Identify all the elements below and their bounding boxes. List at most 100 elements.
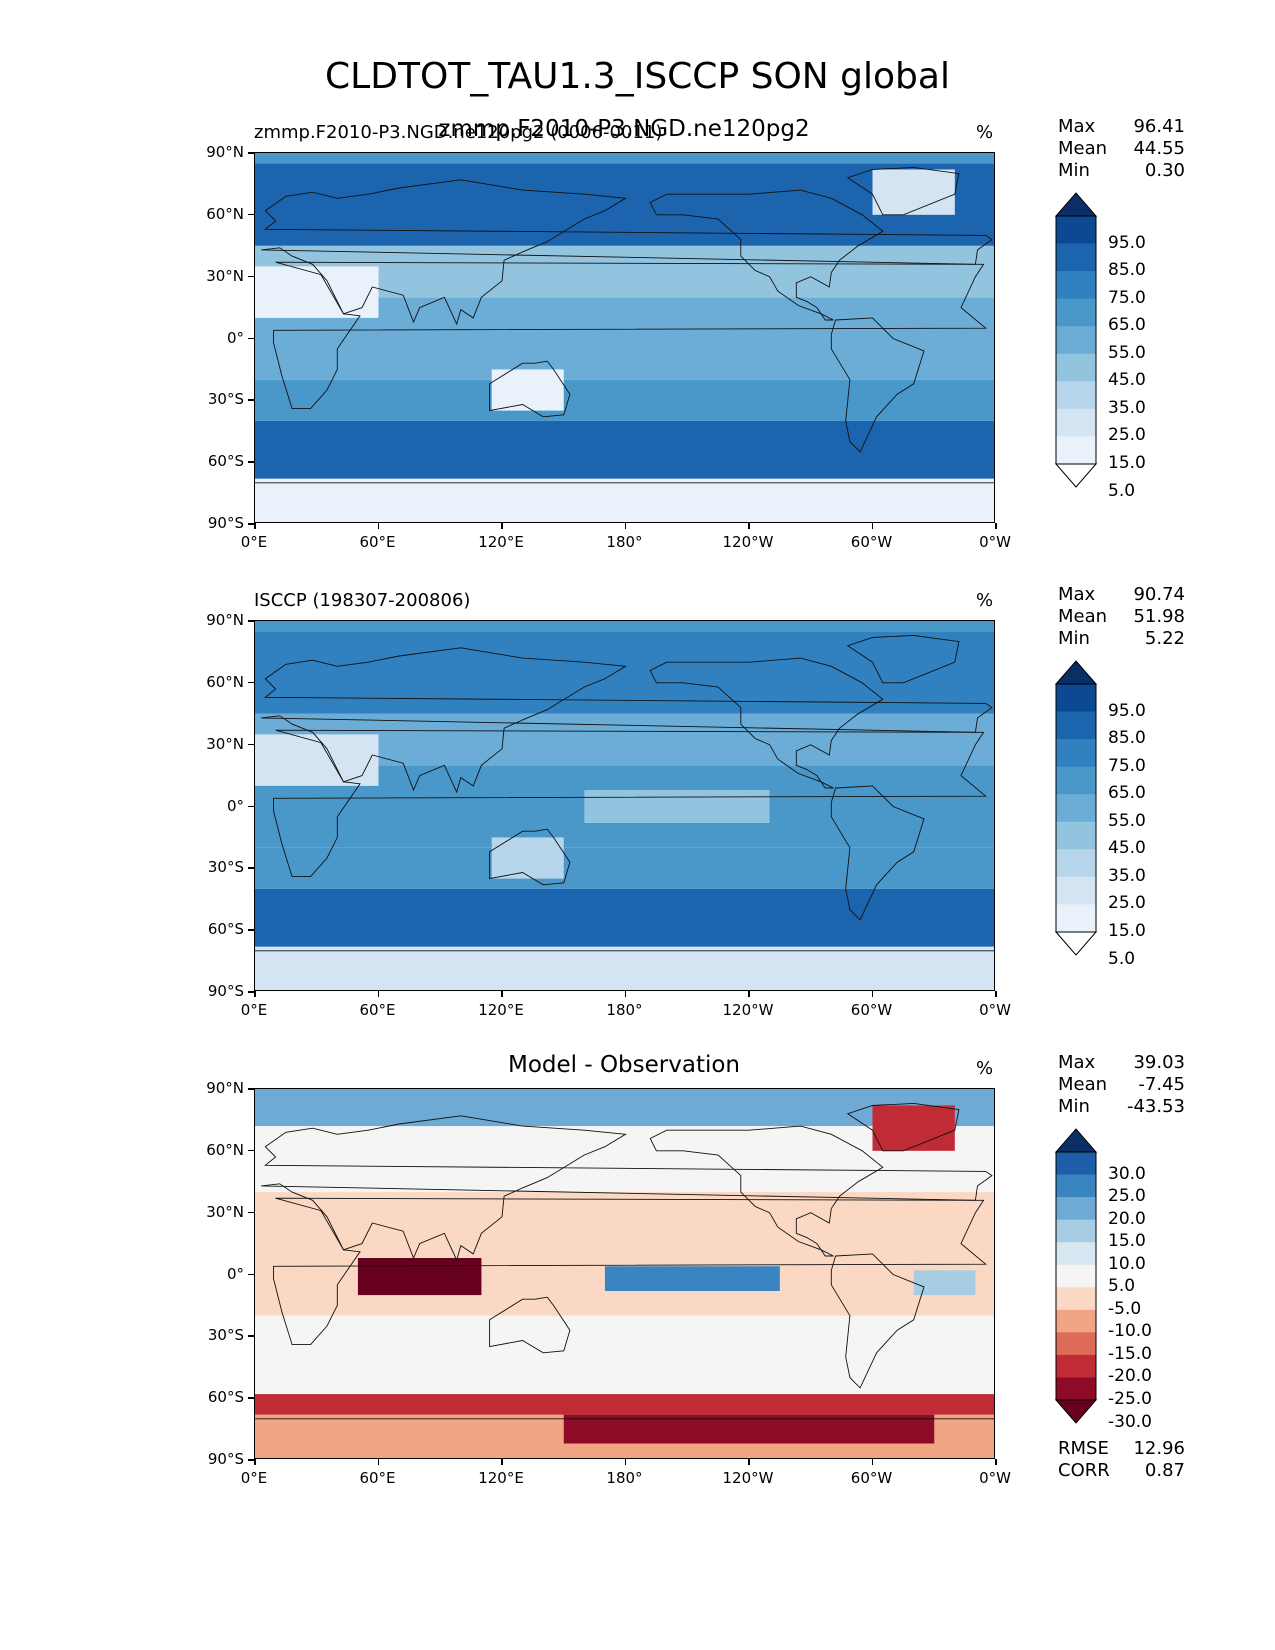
y-tick-label: 0° bbox=[226, 796, 244, 815]
colorbar-segment bbox=[1056, 1332, 1096, 1356]
y-tick-label: 60°S bbox=[207, 920, 244, 939]
units-label: % bbox=[976, 1058, 994, 1079]
coastline-5 bbox=[846, 634, 960, 684]
colorbar-tick-label: 35.0 bbox=[1108, 865, 1146, 886]
colorbar-segment bbox=[1056, 1152, 1096, 1176]
x-tick-mark bbox=[254, 1459, 256, 1465]
y-tick-mark bbox=[248, 337, 254, 339]
colorbar-tick-label: 75.0 bbox=[1108, 287, 1146, 308]
colorbar-tick-label: -30.0 bbox=[1108, 1411, 1152, 1432]
field-region-0 bbox=[255, 478, 994, 522]
colorbar-tick-label: 65.0 bbox=[1108, 783, 1146, 804]
colorbar-segment bbox=[1056, 1287, 1096, 1311]
field-region-2 bbox=[255, 1315, 994, 1395]
field-region-6 bbox=[357, 1258, 482, 1296]
y-tick-mark bbox=[248, 743, 254, 746]
x-tick-label: 0°W bbox=[979, 533, 1011, 551]
y-tick-mark bbox=[248, 1335, 254, 1337]
field-region-7 bbox=[604, 1266, 780, 1291]
coastline-2 bbox=[489, 1296, 571, 1354]
colorbar-tick-label: 85.0 bbox=[1108, 260, 1146, 281]
y-tick-label: 90°S bbox=[207, 1450, 244, 1468]
colorbar-segment bbox=[1056, 876, 1096, 905]
y-tick-label: 0° bbox=[226, 1264, 244, 1283]
x-tick-label: 0°W bbox=[979, 1001, 1011, 1019]
field-region-7 bbox=[255, 266, 379, 318]
field-region-6 bbox=[255, 621, 994, 632]
x-tick-mark bbox=[501, 523, 503, 529]
colorbar-segment bbox=[1056, 381, 1096, 410]
x-tick-label: 60°W bbox=[850, 533, 893, 551]
panel-model: zmmp.F2010-P3.NGD.ne120pg2 (0006-0011) z… bbox=[0, 100, 1275, 570]
colorbar-segment bbox=[1056, 1309, 1096, 1333]
colorbar-tick-label: 25.0 bbox=[1108, 893, 1146, 914]
y-tick-mark bbox=[248, 213, 254, 216]
coastline-2 bbox=[489, 360, 571, 418]
field-region-2 bbox=[255, 379, 994, 421]
y-tick-mark bbox=[248, 1149, 254, 1152]
y-tick-label: 60°N bbox=[206, 1140, 244, 1159]
panel-left-title: zmmp.F2010-P3.NGD.ne120pg2 (0006-0011) bbox=[254, 122, 663, 143]
x-tick-label: 60°E bbox=[359, 1001, 396, 1019]
colorbar-tick-label: 10.0 bbox=[1108, 1253, 1146, 1274]
stat-max-name: Max bbox=[1058, 584, 1096, 605]
colorbar-tick-label: -10.0 bbox=[1108, 1321, 1152, 1342]
coastline-4 bbox=[830, 317, 925, 453]
coastline-1 bbox=[261, 1115, 993, 1262]
colorbar-segment bbox=[1056, 821, 1096, 850]
colorbar-segment bbox=[1056, 1174, 1096, 1198]
stat-min-value: -43.53 bbox=[1126, 1096, 1185, 1117]
y-tick-mark bbox=[248, 620, 254, 622]
field-region-2 bbox=[255, 847, 994, 889]
x-tick-label: 120°E bbox=[478, 1469, 524, 1487]
stat-min-value: 5.22 bbox=[1144, 628, 1185, 649]
x-tick-label: 0°W bbox=[979, 1469, 1011, 1487]
y-tick-mark bbox=[248, 805, 254, 807]
panel-center-title: zmmp.F2010-P3.NGD.ne120pg2 bbox=[438, 116, 810, 142]
x-tick-label: 180° bbox=[606, 1001, 643, 1019]
x-tick-label: 180° bbox=[606, 1469, 643, 1487]
y-tick-label: 30°N bbox=[206, 1202, 244, 1221]
colorbar bbox=[1055, 660, 1098, 956]
x-tick-mark bbox=[377, 523, 379, 529]
colorbar-tick-label: 75.0 bbox=[1108, 755, 1146, 776]
colorbar-tick-label: 20.0 bbox=[1108, 1208, 1146, 1229]
y-tick-label: 30°S bbox=[207, 858, 244, 877]
y-tick-mark bbox=[248, 1273, 254, 1275]
stat-rmse-value: 12.96 bbox=[1133, 1438, 1185, 1459]
coastline-3 bbox=[649, 657, 884, 789]
y-tick-mark bbox=[248, 991, 254, 993]
colorbar-tick-label: 95.0 bbox=[1108, 700, 1146, 721]
field-region-9 bbox=[563, 1414, 935, 1444]
colorbar-tick-label: 15.0 bbox=[1108, 921, 1146, 941]
panel-difference: Model - Observation % 90°N 60°N 30°N 0° 30°S… bbox=[0, 1036, 1275, 1506]
colorbar-outline bbox=[1055, 215, 1097, 465]
y-tick-label: 90°N bbox=[206, 1079, 244, 1097]
colorbar-segment bbox=[1056, 243, 1096, 272]
panel-left-title: ISCCP (198307-200806) bbox=[254, 590, 471, 611]
x-tick-mark bbox=[871, 523, 873, 529]
colorbar-segment bbox=[1056, 1197, 1096, 1221]
units-label: % bbox=[976, 122, 994, 143]
colorbar-tick-label: 65.0 bbox=[1108, 315, 1146, 336]
x-tick-mark bbox=[748, 1459, 750, 1465]
stat-max-value: 96.41 bbox=[1133, 116, 1185, 137]
x-tick-mark bbox=[377, 1459, 379, 1465]
x-tick-mark bbox=[501, 1459, 503, 1465]
field-region-5 bbox=[255, 631, 994, 714]
colorbar-extend-bottom bbox=[1055, 1399, 1098, 1424]
colorbar-tick-label: 5.0 bbox=[1108, 948, 1136, 969]
panel-observation: ISCCP (198307-200806) % 90°N 60°N 30°N 0° 30… bbox=[0, 568, 1275, 1038]
colorbar-segment bbox=[1056, 711, 1096, 740]
x-tick-label: 120°E bbox=[478, 533, 524, 551]
y-tick-label: 30°N bbox=[206, 266, 244, 285]
y-tick-label: 0° bbox=[226, 328, 244, 347]
x-tick-label: 120°W bbox=[722, 533, 774, 551]
coastline-4 bbox=[830, 1253, 925, 1389]
coastline-5 bbox=[846, 166, 960, 216]
stat-max-value: 39.03 bbox=[1133, 1052, 1185, 1073]
field-region-6 bbox=[255, 153, 994, 164]
colorbar-tick-label: -5.0 bbox=[1108, 1298, 1142, 1319]
colorbar-tick-label: -20.0 bbox=[1108, 1366, 1152, 1387]
colorbar-segment bbox=[1056, 849, 1096, 878]
